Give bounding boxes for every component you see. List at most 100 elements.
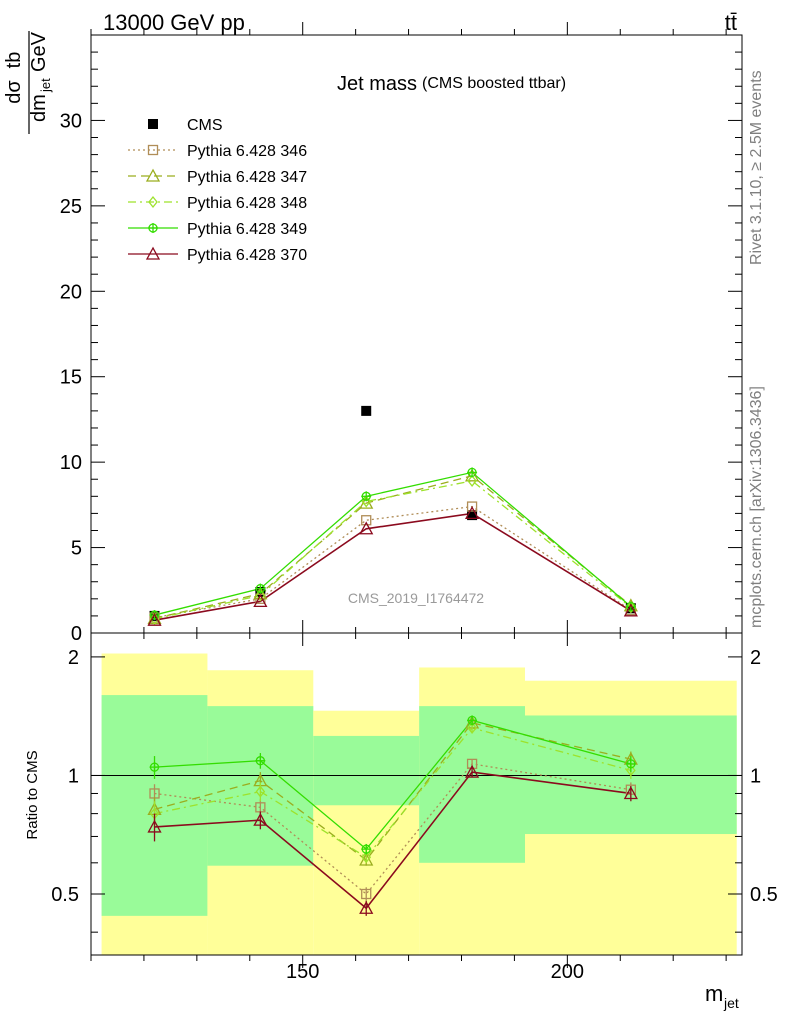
data-point	[359, 521, 374, 535]
ratio-y-tick-label: 2	[68, 647, 79, 669]
analysis-watermark: CMS_2019_I1764472	[348, 590, 484, 606]
main-axis-ticks	[90, 22, 742, 646]
ratio-point	[467, 721, 477, 735]
ratio-point	[359, 900, 374, 914]
ratio-point	[625, 758, 636, 769]
legend: CMS Pythia 6.428 346 Pythia 6.428 347 Pythi…	[128, 117, 307, 264]
ratio-point	[255, 785, 266, 798]
chart-title: Jet mass	[337, 73, 417, 95]
data-point	[147, 612, 162, 626]
mcplots-label: mcplots.cern.ch [arXiv:1306.3436]	[748, 386, 765, 628]
ratio-y-tick-label-right: 1	[750, 765, 761, 787]
x-tick-label: 200	[551, 961, 584, 983]
ratio-series-line	[154, 763, 631, 895]
main-plot-panel: 0 5 10 15 20 25 30 Jet mass (CMS boosted ttbar…	[3, 22, 743, 646]
ratio-axis-ticks	[90, 620, 742, 968]
ratio-point	[361, 844, 372, 855]
legend-label: CMS	[187, 117, 223, 134]
data-point	[361, 515, 372, 526]
ratio-y-tick-label: 1	[68, 765, 79, 787]
legend-item: Pythia 6.428 346	[128, 143, 307, 160]
ratio-y-tick-label-right: 0.5	[750, 884, 778, 906]
process-label: tt̄	[725, 10, 737, 35]
legend-label: Pythia 6.428 370	[187, 247, 307, 264]
ratio-point	[147, 819, 162, 833]
legend-item: Pythia 6.428 349	[128, 221, 307, 238]
data-point	[149, 612, 160, 626]
legend-label: Pythia 6.428 347	[187, 169, 307, 186]
x-tick-label: 150	[286, 961, 319, 983]
legend-item: Pythia 6.428 348	[128, 195, 307, 212]
ratio-point	[464, 764, 480, 778]
ratio-plot-frame	[90, 632, 743, 956]
ratio-point	[361, 851, 372, 864]
series-line	[154, 505, 632, 619]
data-point	[464, 506, 480, 520]
ratio-point	[623, 786, 638, 800]
y-label-den-sub: jet	[38, 78, 53, 93]
series-line	[154, 512, 632, 621]
ratio-point	[253, 812, 268, 826]
ratio-uncertainty-bands	[101, 653, 737, 955]
main-series-markers	[147, 405, 638, 626]
data-point	[466, 501, 478, 512]
data-point	[623, 603, 638, 617]
legend-marker	[145, 246, 161, 260]
y-tick-label: 30	[60, 110, 82, 132]
series-line	[154, 475, 632, 620]
data-point	[361, 405, 372, 416]
ratio-point	[361, 888, 372, 900]
y-tick-label: 20	[60, 281, 82, 303]
x-axis-label: m jet	[705, 981, 739, 1011]
ratio-y-axis-label: Ratio to CMS	[24, 750, 41, 839]
legend-item: CMS	[148, 117, 223, 134]
data-point	[467, 474, 477, 487]
ratio-y-tick-label-right: 2	[750, 647, 761, 669]
ratio-point	[255, 755, 266, 766]
x-label-sub: jet	[723, 995, 739, 1011]
ratio-y-tick-label: 0.5	[51, 884, 79, 906]
legend-label: Pythia 6.428 346	[187, 143, 307, 160]
y-label-num-prefix: dσ	[3, 80, 25, 104]
ratio-point	[149, 762, 160, 773]
y-label-den-unit: GeV	[28, 31, 50, 72]
ratio-y-tick-labels: 0.5 0.5 1 1 2 2	[51, 647, 778, 906]
data-point	[255, 589, 266, 602]
legend-marker	[148, 119, 158, 129]
main-y-axis-label: dσ tb dm jet GeV	[3, 31, 53, 134]
energy-label: 13000 GeV pp	[103, 10, 245, 35]
main-y-tick-labels: 0 5 10 15 20 25 30	[60, 110, 82, 645]
legend-marker	[145, 168, 161, 182]
y-tick-label: 10	[60, 452, 82, 474]
data-point	[467, 510, 478, 521]
legend-item: Pythia 6.428 370	[128, 246, 307, 264]
legend-label: Pythia 6.428 349	[187, 221, 307, 238]
legend-marker	[147, 144, 159, 156]
chart-subtitle: (CMS boosted ttbar)	[422, 75, 566, 92]
y-tick-label: 0	[71, 623, 82, 645]
data-point	[361, 491, 372, 502]
legend-item: Pythia 6.428 347	[128, 168, 307, 186]
ratio-point	[467, 715, 478, 726]
y-tick-label: 25	[60, 196, 82, 218]
inner-band	[313, 735, 420, 806]
y-tick-label: 15	[60, 367, 82, 389]
y-label-num-suffix: tb	[3, 52, 25, 69]
ratio-series-line	[154, 727, 632, 859]
ratio-series-markers	[147, 715, 638, 916]
ratio-plot-panel: 0.5 0.5 1 1 2 2 150 200 Ratio to CMS m jet	[24, 620, 778, 1011]
data-point	[255, 583, 266, 594]
series-line	[154, 480, 632, 620]
y-label-den: dm	[28, 94, 50, 122]
data-point	[625, 601, 636, 612]
x-label-main: m	[705, 981, 723, 1006]
data-point	[253, 594, 268, 608]
x-tick-labels: 150 200	[286, 961, 584, 983]
legend-marker	[148, 195, 158, 209]
y-tick-label: 5	[71, 538, 82, 560]
ratio-point	[626, 764, 636, 777]
legend-marker	[148, 223, 158, 233]
data-point	[467, 467, 478, 478]
legend-label: Pythia 6.428 348	[187, 195, 307, 212]
